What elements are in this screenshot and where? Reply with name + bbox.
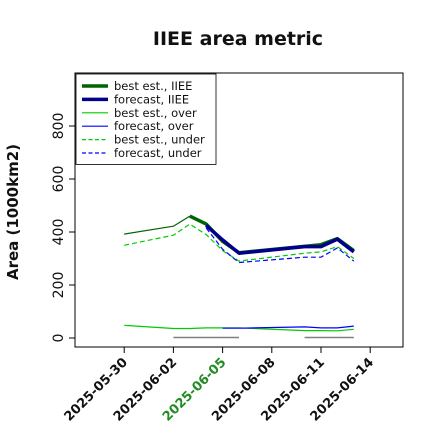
legend-box	[75, 73, 217, 165]
series-line	[205, 227, 355, 264]
plot-frame	[74, 72, 404, 348]
y-tick-label: 0	[51, 334, 67, 343]
series-line	[124, 223, 355, 262]
y-tick-label: 800	[51, 113, 67, 140]
legend-entry-label: forecast, over	[114, 119, 194, 133]
legend-entry-label: best est., IIEE	[114, 79, 192, 93]
legend-entry-label: forecast, IIEE	[114, 92, 189, 106]
y-tick-label: 600	[51, 166, 67, 193]
y-axis-ticks: 0 200 400 600 800	[51, 113, 75, 343]
y-tick-label: 400	[51, 219, 67, 246]
y-axis-label: Area (1000km2)	[4, 144, 22, 280]
series-line	[124, 215, 191, 235]
series-layer	[124, 214, 355, 339]
series-line	[222, 325, 354, 329]
legend-entry-label: forecast, under	[114, 146, 202, 160]
y-tick-label: 200	[51, 272, 67, 299]
series-line	[205, 224, 355, 255]
x-axis-ticks: 2025-05-302025-06-022025-06-052025-06-08…	[62, 347, 377, 425]
legend-entry-label: best est., over	[114, 106, 197, 120]
legend-entry-label: best est., under	[114, 133, 205, 147]
chart-title: IIEE area metric	[153, 28, 323, 50]
